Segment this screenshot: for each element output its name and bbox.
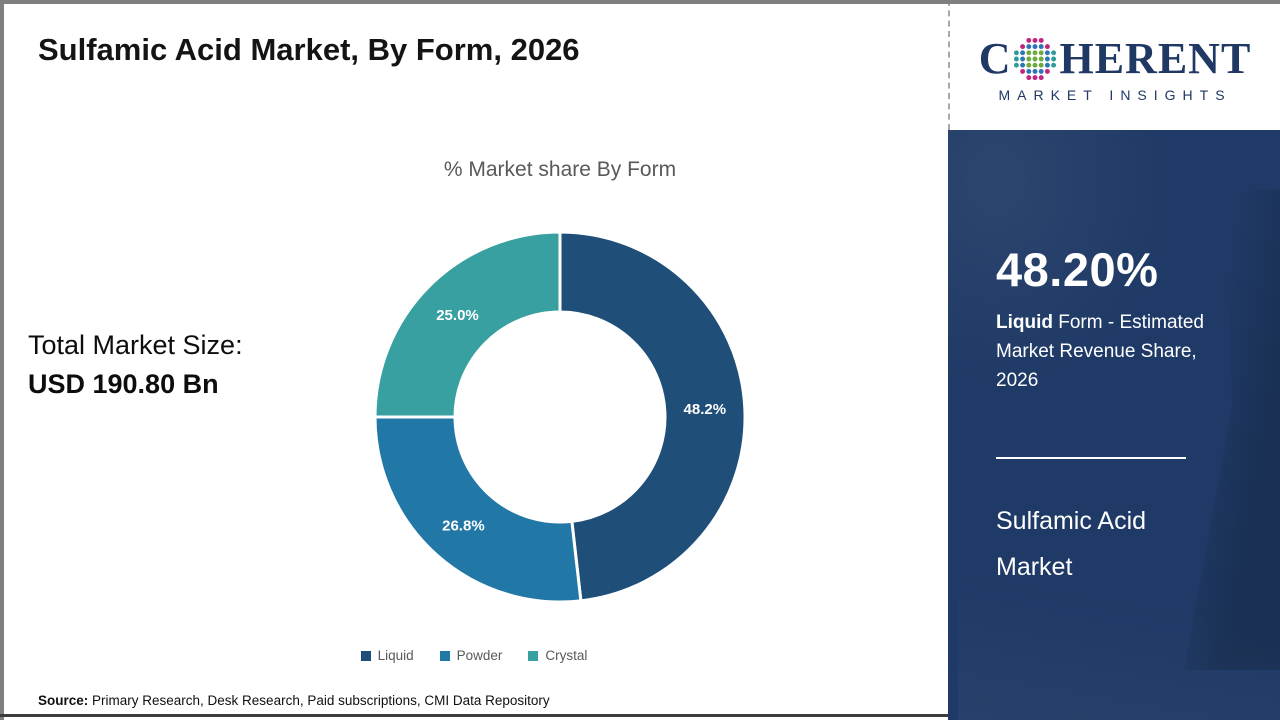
source-line: Source: Primary Research, Desk Research,… bbox=[38, 693, 550, 708]
globe-dot bbox=[1026, 74, 1032, 80]
legend-swatch-liquid bbox=[360, 650, 371, 661]
right-column: C HERENT MARKET INSIGHTS 48.20% Liquid F… bbox=[948, 0, 1280, 720]
globe-dot bbox=[1026, 37, 1032, 43]
brand-letters-herent: HERENT bbox=[1059, 33, 1252, 83]
globe-dot bbox=[1033, 43, 1038, 49]
globe-dot bbox=[1026, 56, 1032, 61]
legend-item-liquid[interactable]: Liquid bbox=[360, 648, 414, 663]
globe-dot bbox=[1039, 43, 1045, 49]
legend-item-powder[interactable]: Powder bbox=[439, 648, 503, 663]
highlight-segment-name: Liquid bbox=[996, 312, 1053, 333]
brand-wordmark: C HERENT bbox=[979, 36, 1252, 82]
chart-title: % Market share By Form bbox=[443, 158, 677, 181]
globe-dot bbox=[1045, 43, 1051, 49]
slice-label-powder: 26.8% bbox=[442, 517, 485, 534]
globe-dot bbox=[1020, 49, 1026, 55]
top-border bbox=[0, 0, 1280, 4]
main-content-area: Sulfamic Acid Market, By Form, 2026 % Ma… bbox=[0, 32, 948, 708]
highlight-description-rest: Form - Estimated Market Revenue Share, 2… bbox=[996, 312, 1204, 391]
sidebar-map-texture bbox=[958, 520, 1280, 720]
globe-dot bbox=[1033, 62, 1038, 68]
donut-slice-powder[interactable] bbox=[373, 415, 583, 604]
globe-dot bbox=[1026, 62, 1032, 68]
sidebar-divider bbox=[996, 457, 1186, 459]
globe-dot bbox=[1051, 56, 1057, 61]
globe-dot bbox=[1026, 68, 1032, 74]
brand-letter-c: C bbox=[978, 33, 1012, 83]
globe-dot bbox=[1045, 56, 1051, 61]
globe-dot bbox=[1039, 62, 1045, 68]
donut-slice-crystal[interactable] bbox=[373, 230, 562, 419]
globe-dot bbox=[1033, 74, 1038, 80]
market-name-line2: Market bbox=[996, 553, 1073, 581]
total-market-size-value: USD 190.80 Bn bbox=[28, 369, 219, 399]
highlight-sidebar: 48.20% Liquid Form - Estimated Market Re… bbox=[948, 130, 1280, 720]
globe-dot bbox=[1051, 62, 1057, 68]
globe-dot bbox=[1039, 37, 1045, 43]
legend-label-powder: Powder bbox=[456, 648, 503, 663]
highlight-percentage: 48.20% bbox=[996, 243, 1159, 296]
globe-dot bbox=[1039, 74, 1045, 80]
globe-dot bbox=[1039, 56, 1045, 61]
slice-label-crystal: 25.0% bbox=[436, 307, 479, 324]
globe-dot bbox=[1020, 56, 1026, 61]
globe-dot bbox=[1045, 68, 1051, 74]
globe-dots-icon bbox=[1014, 37, 1057, 80]
globe-dot bbox=[1014, 62, 1020, 68]
legend-label-crystal: Crystal bbox=[545, 648, 588, 663]
globe-dot bbox=[1033, 68, 1038, 74]
legend-label-liquid: Liquid bbox=[377, 648, 414, 663]
chart-legend: Liquid Powder Crystal bbox=[0, 648, 948, 663]
legend-item-crystal[interactable]: Crystal bbox=[528, 648, 587, 663]
globe-dot bbox=[1039, 68, 1045, 74]
donut-chart: 48.2% 26.8% 25.0% bbox=[360, 217, 760, 617]
globe-dot bbox=[1014, 49, 1020, 55]
bottom-border bbox=[0, 714, 948, 717]
donut-slice-liquid[interactable] bbox=[558, 230, 747, 603]
slice-label-liquid: 48.2% bbox=[684, 401, 727, 418]
globe-dot bbox=[1033, 49, 1038, 55]
market-name-line1: Sulfamic Acid bbox=[996, 507, 1147, 535]
globe-dot bbox=[1014, 56, 1020, 61]
donut-chart-svg: 48.2% 26.8% 25.0% bbox=[373, 230, 747, 604]
legend-swatch-powder bbox=[439, 650, 450, 661]
total-market-size-label: Total Market Size: bbox=[28, 330, 243, 360]
globe-dot bbox=[1033, 56, 1038, 61]
highlight-description: Liquid Form - Estimated Market Revenue S… bbox=[996, 308, 1238, 395]
page-title: Sulfamic Acid Market, By Form, 2026 bbox=[38, 32, 580, 67]
source-label: Source: bbox=[38, 693, 89, 708]
brand-subtitle: MARKET INSIGHTS bbox=[998, 86, 1232, 103]
sidebar-map-texture bbox=[948, 130, 1178, 390]
legend-swatch-crystal bbox=[528, 650, 539, 661]
total-market-size-block: Total Market Size: USD 190.80 Bn bbox=[28, 326, 243, 404]
globe-dot bbox=[1045, 62, 1051, 68]
globe-dot bbox=[1020, 68, 1026, 74]
source-text: Primary Research, Desk Research, Paid su… bbox=[88, 693, 550, 708]
globe-dot bbox=[1045, 49, 1051, 55]
globe-dot bbox=[1020, 43, 1026, 49]
globe-dot bbox=[1020, 62, 1026, 68]
globe-dot bbox=[1033, 37, 1038, 43]
sidebar-market-name: Sulfamic Acid Market bbox=[996, 498, 1146, 590]
globe-dot bbox=[1039, 49, 1045, 55]
left-border bbox=[0, 0, 4, 720]
brand-logo: C HERENT MARKET INSIGHTS bbox=[948, 0, 1280, 130]
globe-dot bbox=[1026, 49, 1032, 55]
globe-dot bbox=[1051, 49, 1057, 55]
globe-dot bbox=[1026, 43, 1032, 49]
